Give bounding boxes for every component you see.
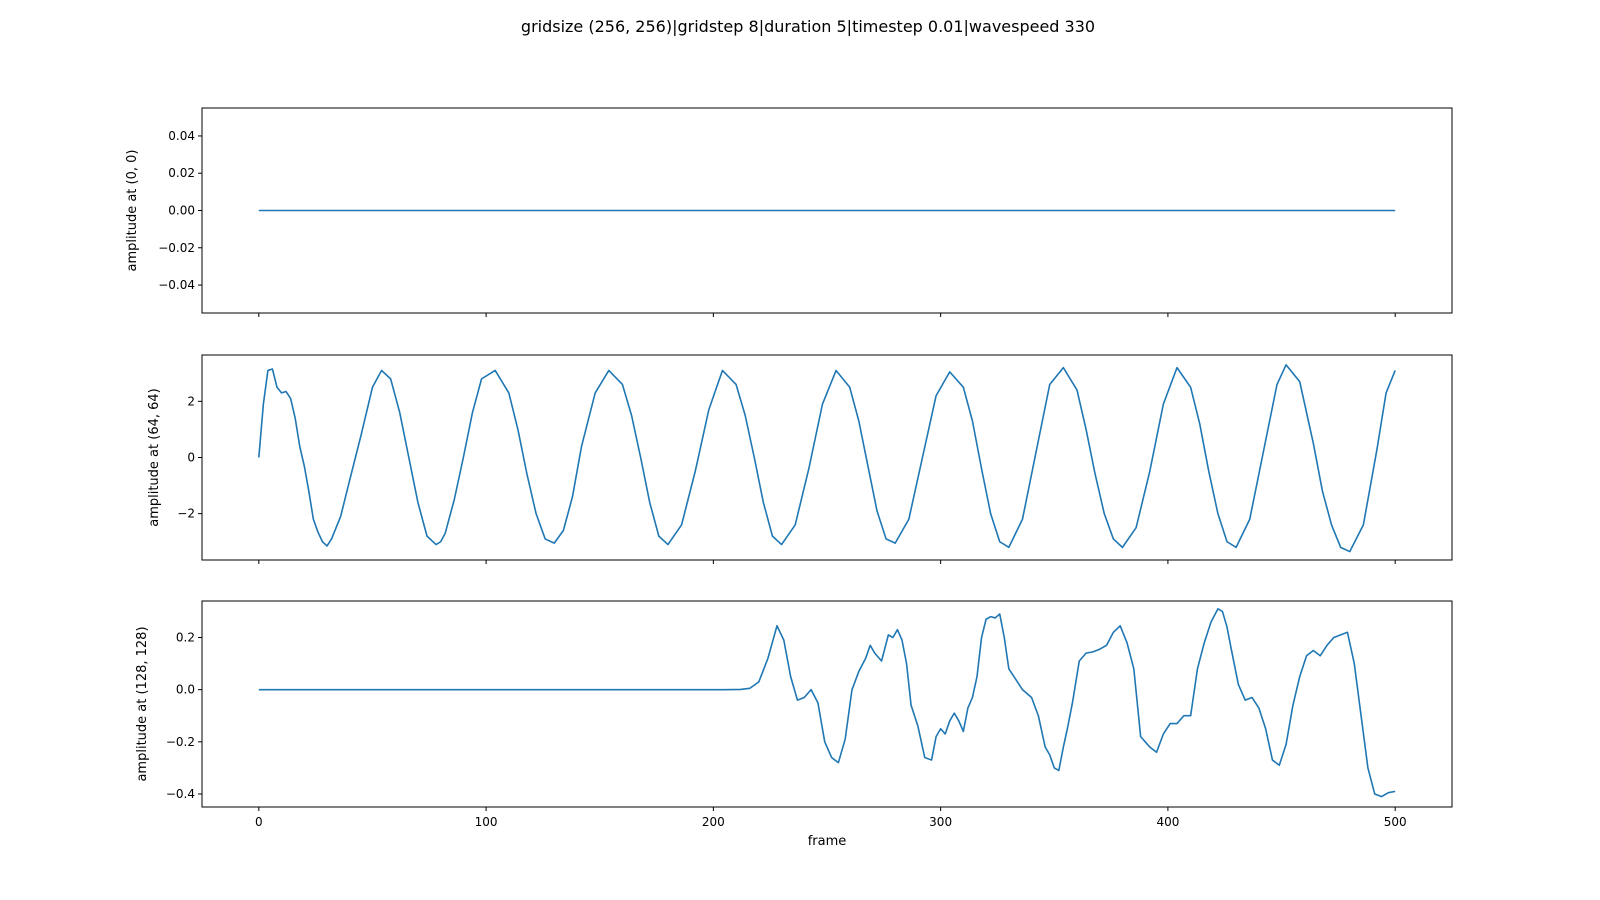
- y-tick-label: −0.02: [158, 241, 195, 255]
- y-axis-label-1: amplitude at (0, 0): [125, 150, 140, 272]
- y-axis-label-3: amplitude at (128, 128): [135, 626, 150, 781]
- y-tick-label: 0.02: [168, 166, 195, 180]
- x-tick-label: 100: [475, 815, 498, 829]
- y-tick-label: 0.0: [176, 683, 195, 697]
- subplot-2: −2 0 2 amplitude at (64, 64): [147, 354, 1453, 564]
- y-tick-label: 0.2: [176, 631, 195, 645]
- y-axis-label-2: amplitude at (64, 64): [147, 388, 162, 527]
- x-axis-label: frame: [808, 834, 847, 849]
- x-tick-label: 200: [702, 815, 725, 829]
- x-tick-label: 500: [1384, 815, 1407, 829]
- y-tick-label: 0.04: [168, 129, 195, 143]
- y-tick-label: 0.00: [168, 204, 195, 218]
- series-line-2-1: [258, 364, 1396, 553]
- y-tick-label: 0: [187, 451, 195, 465]
- axes-frame-3: [201, 600, 1453, 808]
- x-tick-label: 400: [1156, 815, 1179, 829]
- subplot-3: −0.4 −0.2 0.0 0.2 0 100 200 300 400 500 amplitude …: [135, 600, 1453, 829]
- series-line-3-1: [258, 608, 1396, 798]
- y-tick-label: −0.4: [166, 787, 195, 801]
- axes-frame-2: [201, 354, 1453, 561]
- y-tick-label: −2: [177, 507, 195, 521]
- y-tick-label: −0.2: [166, 735, 195, 749]
- figure-title: gridsize (256, 256)|gridstep 8|duration …: [521, 17, 1095, 36]
- subplot-1: −0.04 −0.02 0.00 0.02 0.04 amplitude at (0, 0…: [125, 107, 1453, 317]
- y-tick-label: −0.04: [158, 278, 195, 292]
- y-tick-label: 2: [187, 394, 195, 408]
- x-tick-label: 0: [255, 815, 263, 829]
- x-tick-label: 300: [929, 815, 952, 829]
